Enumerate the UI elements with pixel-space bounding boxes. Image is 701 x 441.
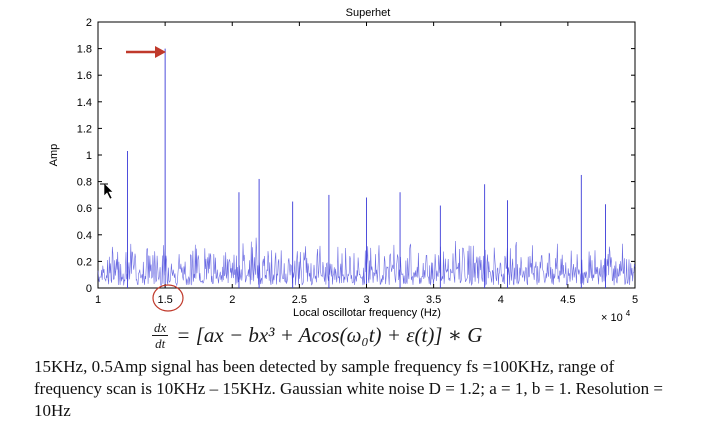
x-tick-label: 2.5 bbox=[292, 294, 307, 306]
y-tick-label: 1.6 bbox=[77, 70, 92, 82]
y-tick-label: 1.8 bbox=[77, 44, 92, 56]
x-tick-label: 1.5 bbox=[157, 294, 172, 306]
chart-title: Superhet bbox=[346, 7, 391, 19]
x-multiplier: × 10 4 bbox=[601, 309, 631, 324]
caption-text: 15KHz, 0.5Amp signal has been detected b… bbox=[34, 357, 663, 420]
y-tick-label: 0.8 bbox=[77, 177, 92, 189]
x-multiplier-base: × 10 bbox=[601, 312, 623, 324]
x-tick-label: 4.5 bbox=[560, 294, 575, 306]
x-tick-label: 5 bbox=[632, 294, 638, 306]
y-tick-label: 0.6 bbox=[77, 203, 92, 215]
y-tick-label: 0.2 bbox=[77, 256, 92, 268]
cursor-icon bbox=[100, 182, 114, 200]
annotation-arrow bbox=[126, 46, 166, 58]
equation-rhs: = [ax − bx³ + Acos(ω₀t) + ε(t)] ∗ G bbox=[176, 323, 483, 347]
tick-layer: 1 1.5 2 2.5 3 3.5 4 4.5 5 0 0.2 0.4 0.6 0.8 1 1.2 1.4 1.6… bbox=[77, 17, 638, 306]
y-tick-label: 1 bbox=[86, 150, 92, 162]
fraction-numerator: dx bbox=[152, 320, 169, 336]
x-axis-label: Local oscillotar frequency (Hz) bbox=[293, 307, 441, 319]
equation-fraction: dx dt bbox=[152, 320, 169, 351]
x-tick-label: 3.5 bbox=[426, 294, 441, 306]
x-tick-label: 1 bbox=[95, 294, 101, 306]
x-tick-label: 3 bbox=[363, 294, 369, 306]
fraction-denominator: dt bbox=[155, 336, 166, 351]
x-tick-label: 4 bbox=[498, 294, 504, 306]
y-tick-label: 1.2 bbox=[77, 123, 92, 135]
peaks-layer bbox=[127, 48, 606, 288]
highlight-circle bbox=[152, 284, 184, 312]
x-tick-label: 2 bbox=[229, 294, 235, 306]
y-axis-label: Amp bbox=[48, 144, 60, 167]
y-tick-label: 1.4 bbox=[77, 97, 92, 109]
y-tick-label: 0 bbox=[86, 283, 92, 295]
y-tick-label: 0.4 bbox=[77, 230, 92, 242]
equation: dx dt = [ax − bx³ + Acos(ω₀t) + ε(t)] ∗ … bbox=[152, 320, 482, 351]
y-tick-label: 2 bbox=[86, 17, 92, 29]
x-multiplier-exponent: 4 bbox=[626, 309, 631, 318]
